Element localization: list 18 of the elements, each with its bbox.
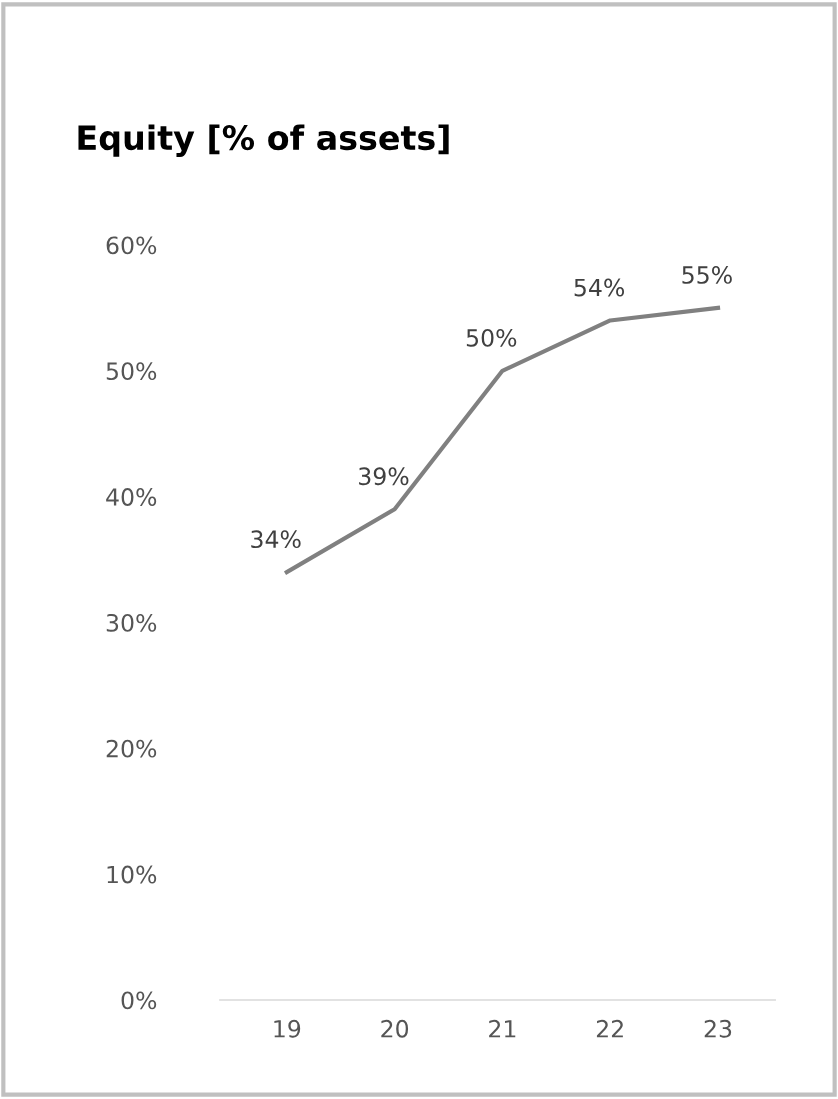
y-tick-label: 60% [106,236,157,255]
data-label: 54% [574,278,625,297]
x-tick-label: 19 [274,1019,301,1038]
y-tick-label: 20% [106,739,157,758]
x-tick-label: 23 [704,1019,732,1038]
data-label: 34% [251,530,301,549]
x-tick-label: 21 [489,1019,516,1038]
data-label: 39% [359,467,409,486]
y-tick-label: 10% [107,865,157,884]
chart-title: Equity [% of assets] [78,124,449,157]
y-tick-label: 0% [121,991,157,1010]
y-tick-label: 30% [106,613,157,632]
x-tick-label: 20 [381,1019,409,1038]
y-tick-label: 50% [106,362,157,381]
y-tick-label: 40% [106,488,157,506]
x-tick-label: 22 [596,1019,623,1038]
data-label: 50% [466,328,517,347]
data-label: 55% [682,266,732,284]
